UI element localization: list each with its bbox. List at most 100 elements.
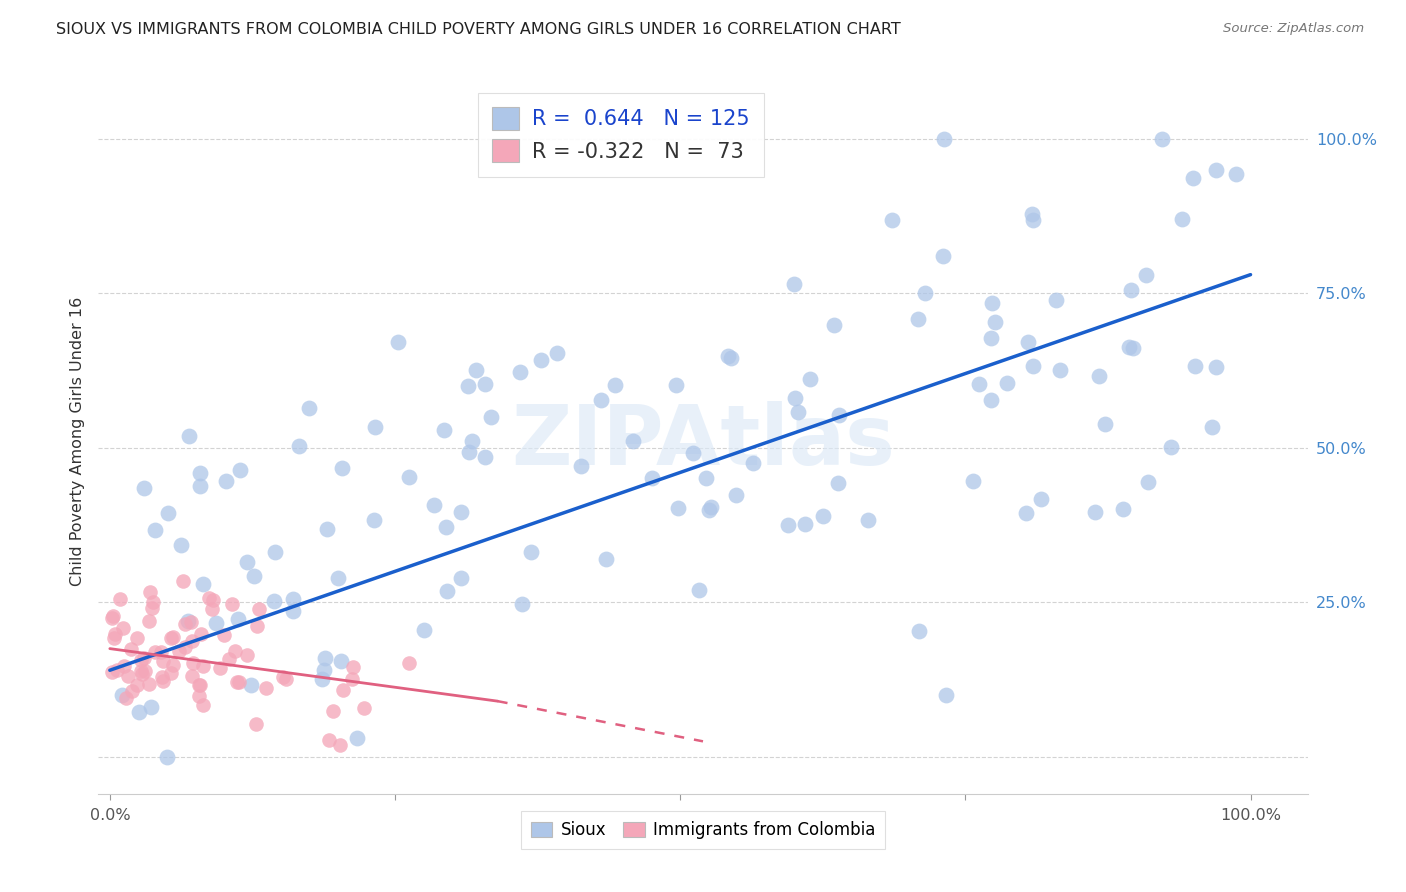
- Point: [474, 376, 496, 391]
- Point: [176, 614, 198, 628]
- Point: [103, 631, 125, 645]
- Point: [131, 667, 153, 681]
- Point: [1181, 170, 1204, 185]
- Point: [160, 631, 183, 645]
- Point: [111, 689, 134, 703]
- Point: [157, 506, 180, 520]
- Point: [208, 661, 231, 675]
- Point: [450, 505, 472, 519]
- Point: [363, 513, 385, 527]
- Point: [811, 508, 834, 523]
- Point: [243, 569, 266, 583]
- Point: [474, 450, 496, 464]
- Point: [342, 660, 364, 674]
- Point: [246, 618, 269, 632]
- Point: [962, 474, 984, 488]
- Point: [271, 670, 294, 684]
- Point: [127, 631, 149, 645]
- Point: [274, 672, 297, 686]
- Point: [342, 672, 364, 686]
- Point: [188, 678, 211, 692]
- Point: [436, 584, 458, 599]
- Point: [215, 474, 238, 488]
- Point: [458, 444, 481, 458]
- Point: [322, 704, 344, 718]
- Point: [281, 604, 304, 618]
- Point: [717, 350, 740, 364]
- Point: [235, 648, 257, 663]
- Point: [311, 673, 333, 687]
- Point: [162, 658, 184, 673]
- Point: [1150, 131, 1173, 145]
- Point: [101, 665, 124, 679]
- Point: [450, 571, 472, 585]
- Point: [312, 663, 335, 677]
- Point: [520, 545, 543, 559]
- Point: [187, 678, 209, 692]
- Point: [932, 131, 955, 145]
- Point: [240, 678, 263, 692]
- Point: [263, 594, 285, 608]
- Point: [170, 538, 193, 552]
- Point: [191, 577, 214, 591]
- Point: [433, 423, 456, 437]
- Text: Source: ZipAtlas.com: Source: ZipAtlas.com: [1223, 22, 1364, 36]
- Point: [1022, 213, 1045, 227]
- Point: [212, 627, 235, 641]
- Point: [1015, 506, 1038, 520]
- Point: [330, 654, 353, 668]
- Point: [138, 677, 160, 691]
- Point: [353, 701, 375, 715]
- Point: [786, 405, 808, 419]
- Point: [725, 488, 748, 502]
- Point: [174, 640, 197, 654]
- Point: [224, 644, 246, 658]
- Point: [682, 446, 704, 460]
- Point: [108, 592, 131, 607]
- Point: [225, 674, 247, 689]
- Point: [201, 601, 224, 615]
- Point: [180, 669, 202, 683]
- Point: [180, 615, 202, 630]
- Point: [141, 700, 163, 714]
- Point: [700, 500, 723, 514]
- Point: [882, 213, 904, 227]
- Point: [332, 682, 354, 697]
- Point: [1160, 440, 1182, 454]
- Point: [1136, 475, 1159, 489]
- Point: [827, 475, 849, 490]
- Point: [914, 286, 936, 301]
- Point: [823, 318, 845, 332]
- Point: [156, 749, 179, 764]
- Point: [1017, 335, 1039, 350]
- Point: [595, 552, 617, 566]
- Point: [326, 571, 349, 585]
- Point: [512, 598, 534, 612]
- Point: [117, 669, 139, 683]
- Point: [254, 681, 277, 695]
- Point: [111, 621, 134, 635]
- Y-axis label: Child Poverty Among Girls Under 16: Child Poverty Among Girls Under 16: [69, 297, 84, 586]
- Point: [665, 377, 688, 392]
- Point: [465, 363, 488, 377]
- Point: [190, 627, 212, 641]
- Point: [101, 610, 124, 624]
- Point: [1094, 417, 1116, 431]
- Point: [105, 663, 128, 677]
- Point: [141, 601, 163, 615]
- Point: [546, 346, 568, 360]
- Point: [191, 659, 214, 673]
- Point: [236, 555, 259, 569]
- Point: [229, 463, 252, 477]
- Point: [330, 461, 353, 475]
- Legend: Sioux, Immigrants from Colombia: Sioux, Immigrants from Colombia: [520, 811, 886, 849]
- Point: [201, 593, 224, 607]
- Point: [143, 523, 166, 537]
- Point: [298, 401, 321, 415]
- Point: [1135, 268, 1157, 282]
- Point: [1118, 340, 1140, 354]
- Point: [134, 664, 156, 678]
- Point: [434, 519, 457, 533]
- Point: [741, 456, 763, 470]
- Point: [783, 277, 806, 292]
